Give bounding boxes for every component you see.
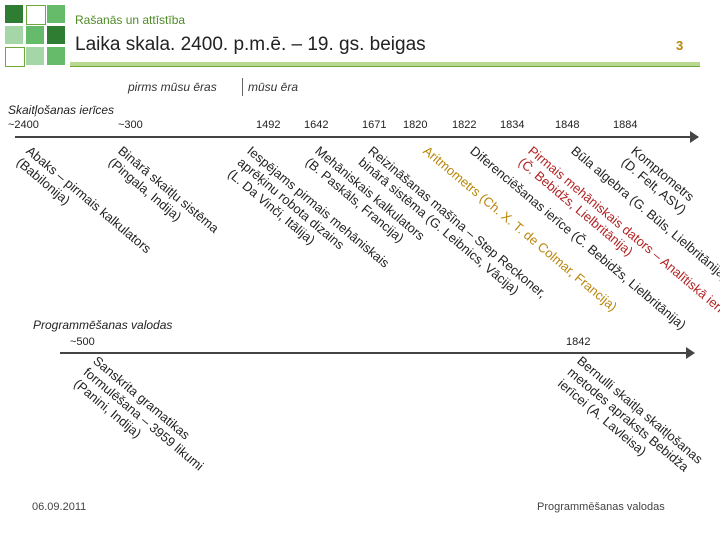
programming-timeline-axis xyxy=(60,352,690,354)
programming-event-line: formulēšana – 3959 likumi xyxy=(80,364,207,474)
breadcrumb: Rašanās un attīstība xyxy=(75,13,186,27)
programming-year-label: ~500 xyxy=(70,336,95,348)
programming-event-line: metodes apraksts Bebidža xyxy=(564,364,692,475)
slide-number: 3 xyxy=(676,38,684,53)
logo-square xyxy=(5,5,23,23)
counting-year-label: 1884 xyxy=(613,119,638,131)
era-before: pirms mūsu ēras xyxy=(128,80,217,94)
header-bar xyxy=(70,62,700,66)
counting-event-line: aprēķinu robota dizains xyxy=(234,154,348,253)
counting-axis-arrow xyxy=(690,131,699,143)
counting-event-line: Binārā skaitļu sistēma xyxy=(115,143,222,236)
era-after: mūsu ēra xyxy=(248,80,299,94)
logo-square xyxy=(5,47,25,67)
programming-event: Bernulli skaitļa skaitļošanas metodes apr… xyxy=(555,353,706,490)
logo-grid xyxy=(5,5,65,67)
counting-year-label: 1820 xyxy=(403,119,428,131)
logo-square xyxy=(47,26,65,44)
header-rule xyxy=(70,66,700,67)
footer-topic: Programmēšanas valodas xyxy=(537,501,665,513)
counting-year-label: 1642 xyxy=(304,119,329,131)
logo-square xyxy=(5,26,23,44)
counting-timeline-axis xyxy=(15,136,698,138)
programming-year-label: 1842 xyxy=(566,336,591,348)
era-divider xyxy=(242,78,243,96)
counting-year-label: 1848 xyxy=(555,119,580,131)
logo-square xyxy=(26,5,46,25)
counting-year-label: ~300 xyxy=(118,119,143,131)
logo-square xyxy=(47,47,65,65)
logo-square xyxy=(26,26,44,44)
logo-square xyxy=(26,47,44,65)
counting-year-label: 1492 xyxy=(256,119,281,131)
counting-year-label: 1822 xyxy=(452,119,477,131)
page-title: Laika skala. 2400. p.m.ē. – 19. gs. beig… xyxy=(75,34,426,55)
counting-year-label: 1671 xyxy=(362,119,387,131)
programming-axis-arrow xyxy=(686,347,695,359)
logo-square xyxy=(47,5,65,23)
counting-year-label: ~2400 xyxy=(8,119,39,131)
programming-event: Sanskrita gramatikas formulēšana – 3959 l… xyxy=(71,353,216,485)
counting-year-label: 1834 xyxy=(500,119,525,131)
counting-section-label: Skaitļošanas ierīces xyxy=(8,103,115,117)
footer-date: 06.09.2011 xyxy=(32,501,87,513)
programming-section-label: Programmēšanas valodas xyxy=(33,318,173,332)
